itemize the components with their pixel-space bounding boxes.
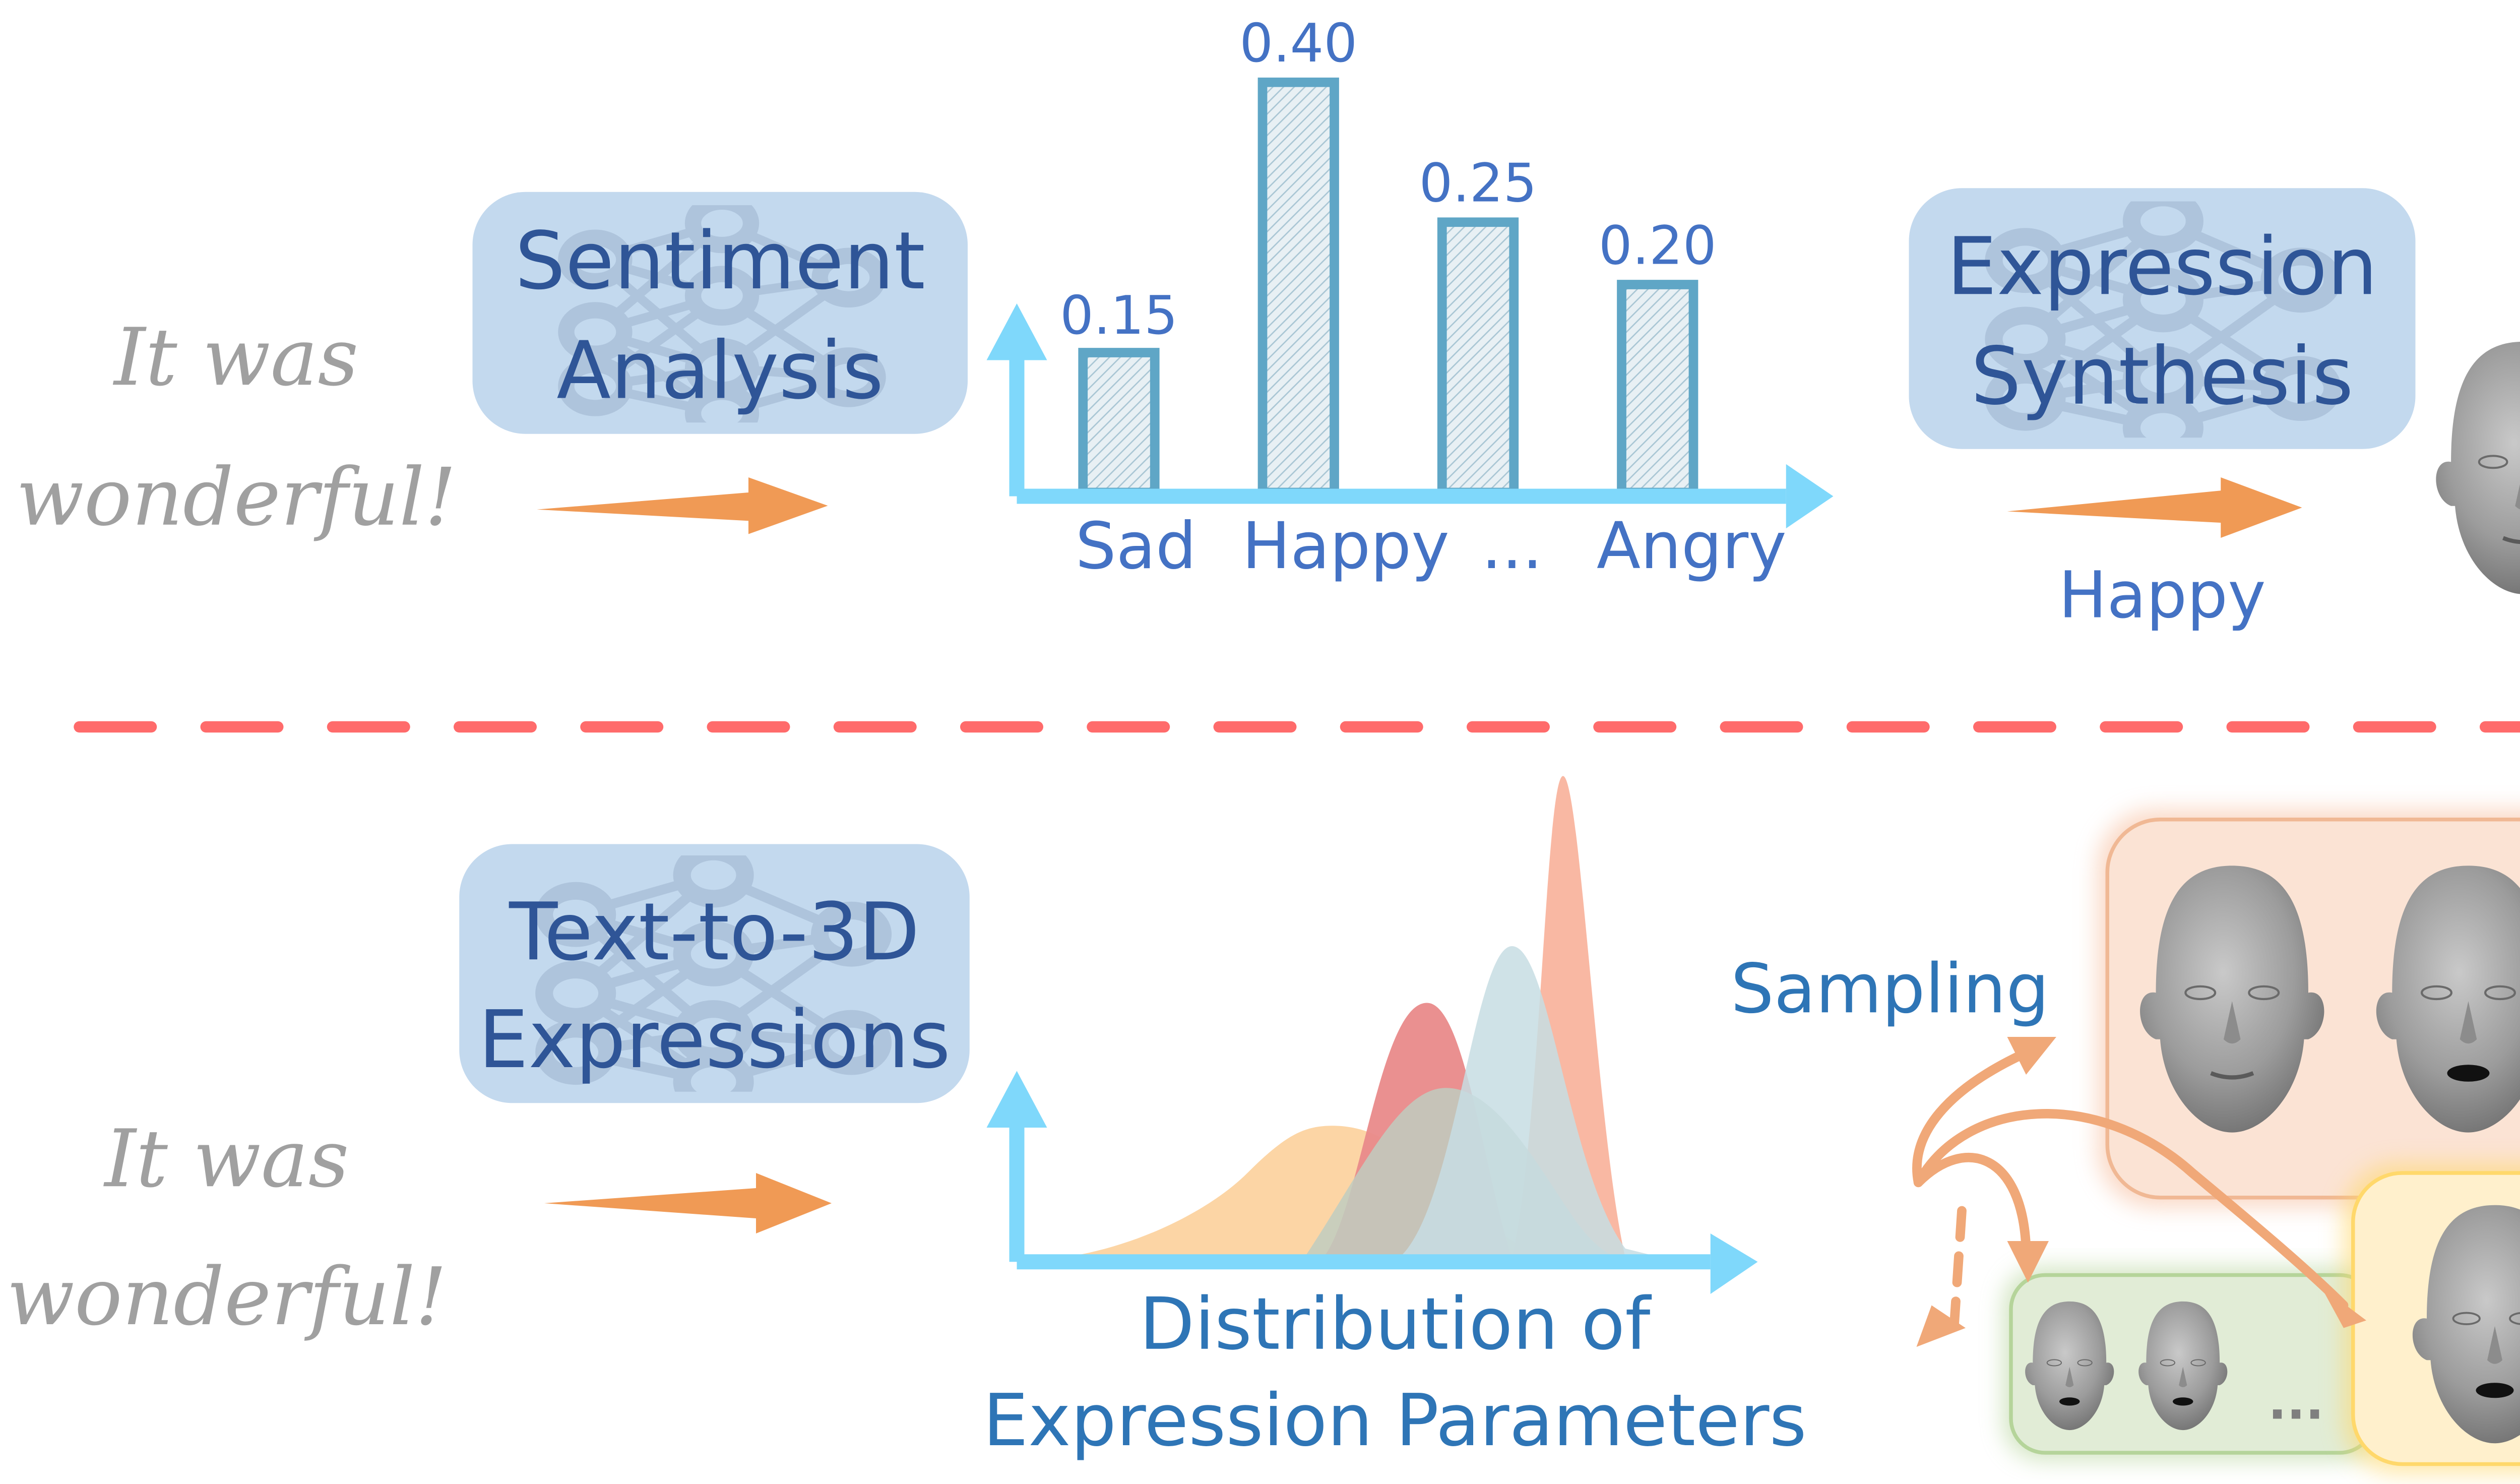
input-text-line2: wonderful!: [16, 452, 457, 544]
emotion-bar-chart: 0.15 0.40 0.25 0.20 Sad Happy ... Angry: [986, 13, 1834, 584]
selected-emotion-label: Happy: [2058, 559, 2265, 633]
bottom-input-text: It was wonderful!: [7, 1113, 447, 1343]
y-axis-arrowhead-icon: [986, 1071, 1047, 1128]
distribution-chart: Distribution of Expression Parameters: [983, 776, 1807, 1462]
arrowhead-icon: [1916, 1305, 1966, 1347]
sample-group-orange: ...: [2098, 810, 2520, 1207]
x-axis-arrowhead-icon: [1710, 1233, 1758, 1294]
input-text-line1: It was: [112, 312, 358, 404]
sample-group-yellow: ...: [2344, 1163, 2520, 1474]
sampling-arrows: [1912, 1045, 2349, 1329]
sampling-arrow-dashed: [1949, 1206, 1967, 1329]
bar-happy: [1257, 77, 1339, 498]
dist-label-line1: Distribution of: [1140, 1282, 1652, 1366]
value-label: 0.25: [1419, 153, 1537, 214]
module-title-line2: Expressions: [478, 994, 951, 1086]
category-label: Sad: [1076, 509, 1196, 584]
module-title-line1: Text-to-3D: [509, 886, 920, 978]
x-axis-arrowhead-icon: [1786, 464, 1834, 529]
ellipsis: ...: [2268, 1373, 2324, 1431]
arrow-right-icon: [544, 1173, 832, 1233]
input-text-line1: It was: [103, 1113, 349, 1205]
sentiment-analysis-module: Sentiment Analysis: [472, 192, 968, 434]
sampling-arrow-up: [1912, 1045, 2037, 1188]
sampling-label: Sampling: [1731, 949, 2049, 1028]
arrow-right-icon: [2007, 477, 2302, 538]
module-title-line2: Analysis: [556, 325, 884, 417]
value-label: 0.20: [1599, 215, 1717, 276]
dist-blue: [1399, 946, 1663, 1258]
arrowhead-icon: [2007, 1241, 2049, 1283]
value-label: 0.15: [1060, 285, 1178, 346]
sampling-arrow-yellow: [1913, 1109, 2349, 1310]
bar-sad: [1078, 348, 1160, 498]
text-to-3d-module: Text-to-3D Expressions: [459, 844, 970, 1103]
input-text-line2: wonderful!: [7, 1251, 447, 1343]
bar-angry: [1617, 280, 1698, 498]
value-label: 0.40: [1239, 13, 1357, 74]
category-label: Angry: [1597, 509, 1787, 584]
module-title-line2: Synthesis: [1971, 331, 2353, 423]
sampling-arrow-green: [1913, 1153, 2031, 1254]
sample-group-green: ...: [2003, 1267, 2381, 1460]
arrow-right-icon: [537, 477, 828, 534]
module-title-line1: Sentiment: [515, 215, 925, 307]
expression-synthesis-module: Expression Synthesis: [1909, 188, 2416, 449]
arrowhead-icon: [2007, 1037, 2056, 1075]
bar-ellipsis: [1437, 217, 1519, 498]
dist-label-line2: Expression Parameters: [983, 1379, 1806, 1462]
arrowhead-icon: [2321, 1286, 2366, 1328]
y-axis-arrowhead-icon: [986, 303, 1047, 360]
module-title-line1: Expression: [1947, 221, 2378, 313]
category-label: ...: [1481, 509, 1543, 584]
top-input-text: It was wonderful!: [16, 312, 457, 544]
face-3d-icon: [2436, 342, 2520, 594]
category-label: Happy: [1242, 509, 1449, 584]
